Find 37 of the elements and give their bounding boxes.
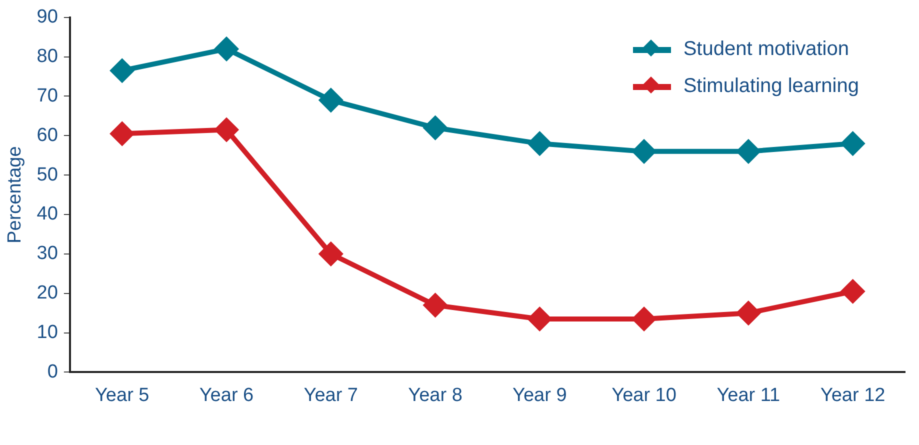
point <box>319 242 342 266</box>
y-tick-label: 10 <box>36 322 58 344</box>
point <box>841 280 864 303</box>
point <box>736 140 760 163</box>
point <box>319 88 342 112</box>
x-tick-label: Year 12 <box>820 384 886 406</box>
y-tick-label: 60 <box>36 124 58 146</box>
point <box>110 59 134 82</box>
y-axis-title: Percentage <box>4 146 26 244</box>
y-tick-label: 70 <box>36 85 58 106</box>
point <box>841 132 864 156</box>
y-tick-label: 20 <box>36 282 58 304</box>
y-tick-label: 80 <box>36 46 58 68</box>
x-tick-label: Year 9 <box>512 384 567 406</box>
point <box>632 140 656 163</box>
point <box>632 307 656 330</box>
point <box>424 294 447 317</box>
x-tick-label: Year 5 <box>95 384 150 406</box>
point <box>736 302 760 325</box>
legend-label: Stimulating learning <box>683 75 859 98</box>
point <box>528 307 552 330</box>
point <box>215 118 238 142</box>
point <box>110 122 134 146</box>
y-tick-label: 90 <box>36 6 58 28</box>
x-tick-label: Year 11 <box>716 384 780 406</box>
point <box>528 132 552 156</box>
y-tick-label: 0 <box>47 361 58 382</box>
y-tick-label: 50 <box>36 164 58 186</box>
y-tick-label: 40 <box>36 204 58 225</box>
legend-label: Student motivation <box>683 38 849 61</box>
x-tick-label: Year 6 <box>199 384 254 406</box>
y-tick-label: 30 <box>36 243 58 264</box>
x-tick-label: Year 10 <box>612 384 676 406</box>
point <box>424 116 447 140</box>
x-tick-label: Year 8 <box>408 384 462 406</box>
point <box>215 37 238 60</box>
x-tick-label: Year 7 <box>304 384 358 406</box>
